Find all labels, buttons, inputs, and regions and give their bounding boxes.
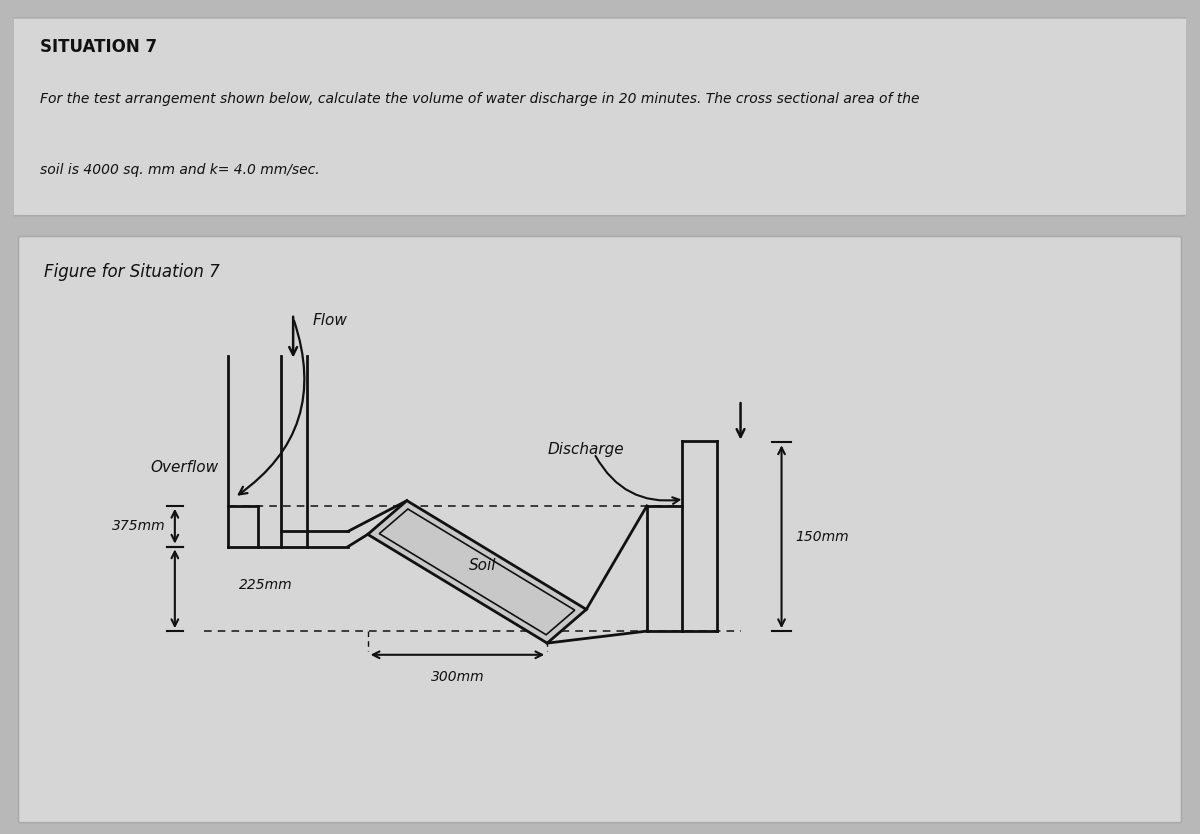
Text: 150mm: 150mm xyxy=(796,530,850,544)
Text: 225mm: 225mm xyxy=(239,578,293,591)
Text: 300mm: 300mm xyxy=(431,670,485,684)
Text: soil is 4000 sq. mm and k= 4.0 mm/sec.: soil is 4000 sq. mm and k= 4.0 mm/sec. xyxy=(40,163,319,177)
Text: SITUATION 7: SITUATION 7 xyxy=(40,38,157,56)
Text: Figure for Situation 7: Figure for Situation 7 xyxy=(43,264,220,281)
Polygon shape xyxy=(379,509,575,635)
FancyBboxPatch shape xyxy=(18,237,1182,822)
Text: For the test arrangement shown below, calculate the volume of water discharge in: For the test arrangement shown below, ca… xyxy=(40,92,919,106)
Text: Overflow: Overflow xyxy=(150,460,218,475)
Text: 375mm: 375mm xyxy=(112,520,166,533)
FancyBboxPatch shape xyxy=(2,18,1195,216)
Text: Soil: Soil xyxy=(469,558,497,573)
Text: Discharge: Discharge xyxy=(547,442,624,457)
Polygon shape xyxy=(367,500,587,643)
Text: Flow: Flow xyxy=(313,313,348,328)
